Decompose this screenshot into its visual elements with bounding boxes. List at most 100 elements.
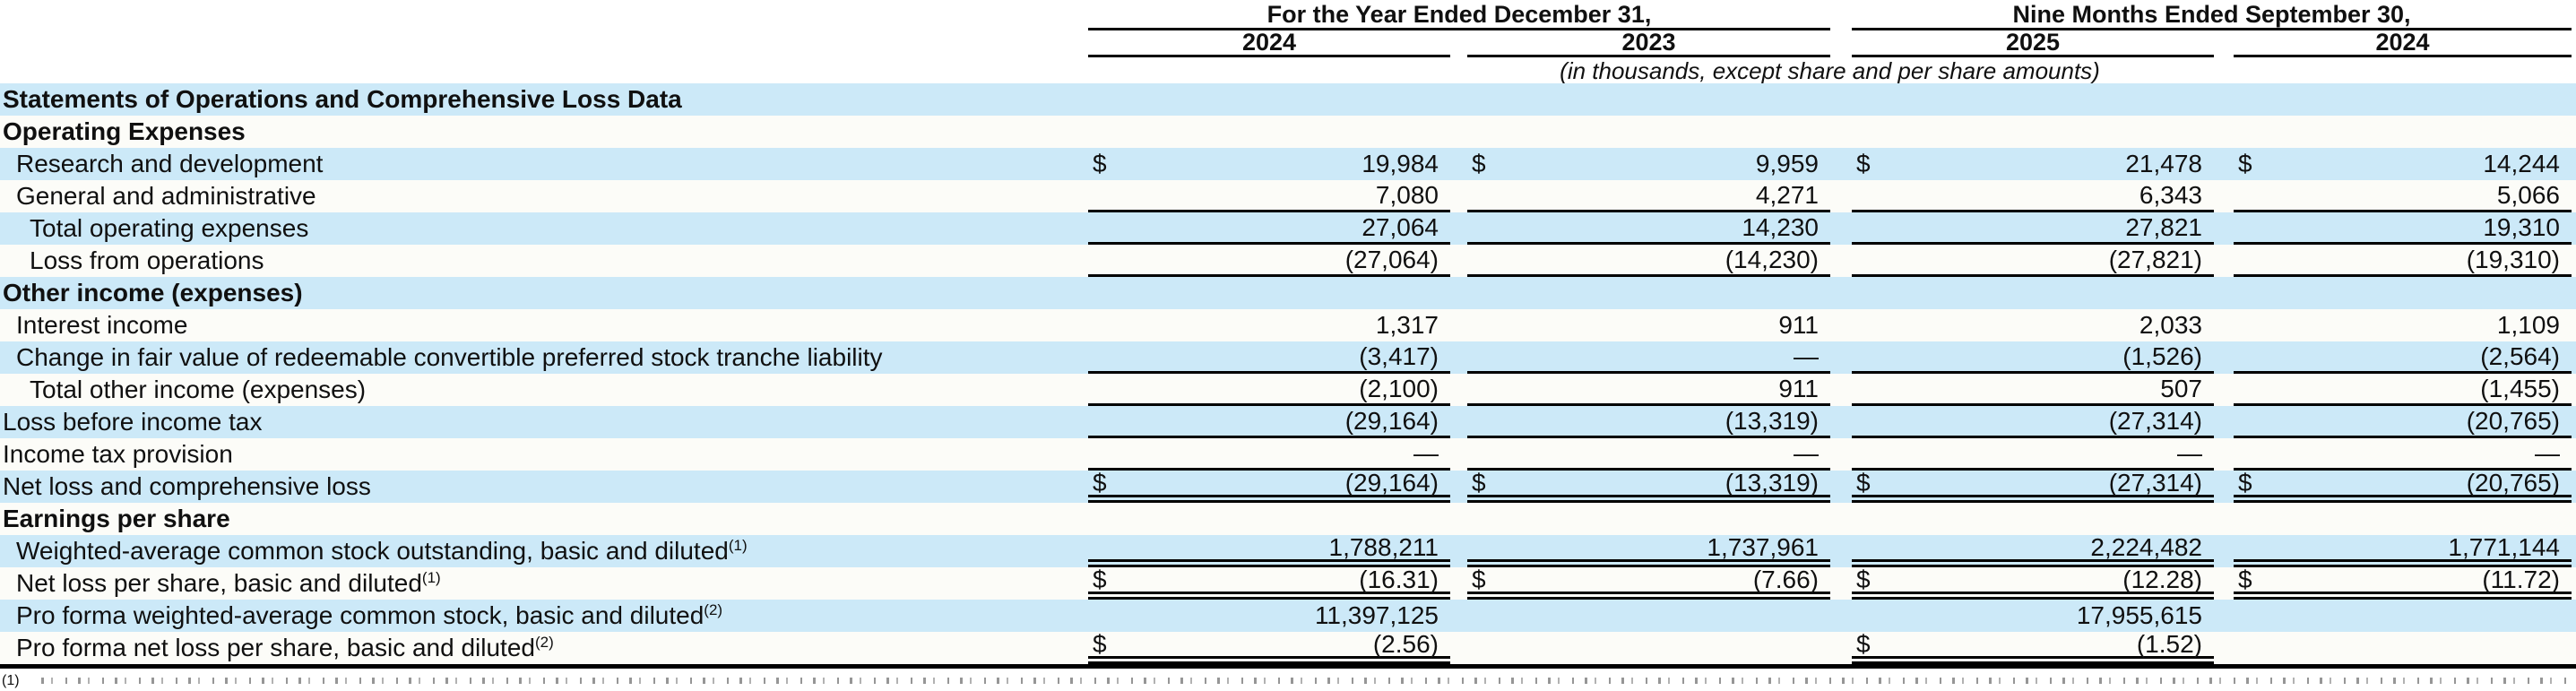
value: 6,343 bbox=[2139, 180, 2202, 209]
value: 1,109 bbox=[2496, 311, 2560, 339]
value: 14,230 bbox=[1742, 212, 1819, 241]
column-gap bbox=[1450, 309, 1467, 341]
column-gap bbox=[1450, 374, 1467, 406]
row-label: Change in fair value of redeemable conve… bbox=[16, 343, 883, 371]
table-row: Change in fair value of redeemable conve… bbox=[0, 341, 2576, 374]
currency-symbol: $ bbox=[1856, 565, 1871, 593]
column-gap bbox=[1830, 503, 1852, 535]
column-gap bbox=[2214, 277, 2234, 309]
value-cell: 14,230 bbox=[1467, 212, 1830, 245]
table-row: Net loss per share, basic and diluted(1)… bbox=[0, 565, 2576, 600]
value: (1,526) bbox=[2122, 341, 2202, 370]
value: — bbox=[1794, 438, 1819, 467]
value-cell: (19,310) bbox=[2234, 245, 2572, 277]
value-cell: (20,765) bbox=[2234, 406, 2572, 438]
year-column-header: 2023 bbox=[1467, 30, 1830, 57]
value: (12.28) bbox=[2122, 565, 2202, 593]
value: (27,314) bbox=[2108, 468, 2202, 497]
value: 1,788,211 bbox=[1328, 532, 1439, 561]
value: (13,319) bbox=[1725, 406, 1819, 435]
value: 507 bbox=[2160, 374, 2202, 402]
table-row: Loss from operations (27,064) (14,230) (27,… bbox=[0, 245, 2576, 277]
value: 2,224,482 bbox=[2090, 532, 2202, 561]
value: — bbox=[2535, 438, 2560, 467]
value-cell bbox=[1088, 83, 1450, 116]
footnote-marker: (1) bbox=[2, 673, 20, 688]
table-row: Earnings per share bbox=[0, 503, 2576, 535]
table-header: For the Year Ended December 31, Nine Mon… bbox=[0, 0, 2576, 83]
column-gap bbox=[1830, 180, 1852, 212]
value-cell bbox=[1088, 277, 1450, 309]
table-row: Interest income 1,317 911 2,033 1,109 bbox=[0, 309, 2576, 341]
column-gap bbox=[2214, 245, 2234, 277]
currency-symbol: $ bbox=[1856, 468, 1871, 497]
value-cell: (13,319) bbox=[1467, 406, 1830, 438]
value: 911 bbox=[1778, 374, 1819, 402]
value: 14,244 bbox=[2483, 150, 2560, 177]
value: (20,765) bbox=[2466, 468, 2560, 497]
column-gap bbox=[1830, 212, 1852, 245]
value: (13,319) bbox=[1725, 468, 1819, 497]
value: (19,310) bbox=[2466, 245, 2560, 273]
value-cell: — bbox=[1852, 438, 2214, 471]
value: 27,821 bbox=[2125, 212, 2202, 241]
column-gap bbox=[1450, 438, 1467, 471]
table-row: Operating Expenses bbox=[0, 116, 2576, 148]
column-gap bbox=[1830, 277, 1852, 309]
col-group-header-nine-months: Nine Months Ended September 30, bbox=[1852, 3, 2572, 30]
footnote-ref: (2) bbox=[704, 601, 723, 618]
column-gap bbox=[1830, 341, 1852, 374]
value-cell bbox=[1467, 600, 1830, 632]
value: (27,064) bbox=[1344, 245, 1439, 273]
column-gap bbox=[1830, 309, 1852, 341]
currency-symbol: $ bbox=[2238, 150, 2252, 177]
column-gap bbox=[1450, 567, 1467, 600]
value: — bbox=[1413, 438, 1439, 467]
year-column-header: 2025 bbox=[1852, 30, 2214, 57]
column-gap bbox=[2214, 341, 2234, 374]
currency-symbol: $ bbox=[1472, 150, 1486, 177]
table-row: Research and development $19,984 $9,959 $21… bbox=[0, 148, 2576, 180]
value-cell bbox=[1467, 503, 1830, 535]
value-cell bbox=[1467, 277, 1830, 309]
column-gap bbox=[1830, 567, 1852, 600]
value-cell: (27,821) bbox=[1852, 245, 2214, 277]
year-column-header: 2024 bbox=[1088, 30, 1450, 57]
currency-symbol: $ bbox=[2238, 468, 2252, 497]
col-group-header-year-ended: For the Year Ended December 31, bbox=[1088, 3, 1830, 30]
value-cell: 27,821 bbox=[1852, 212, 2214, 245]
value-cell bbox=[1088, 503, 1450, 535]
column-gap bbox=[2214, 503, 2234, 535]
currency-symbol: $ bbox=[1472, 468, 1486, 497]
row-label: Earnings per share bbox=[3, 505, 230, 532]
units-note: (in thousands, except share and per shar… bbox=[1560, 57, 2100, 84]
row-label: Net loss and comprehensive loss bbox=[3, 472, 371, 500]
row-label: Pro forma net loss per share, basic and … bbox=[16, 634, 554, 661]
value: 21,478 bbox=[2125, 150, 2202, 177]
value-cell bbox=[2234, 83, 2572, 116]
column-gap bbox=[1830, 438, 1852, 471]
value-cell bbox=[1467, 632, 1830, 664]
column-gap bbox=[1450, 341, 1467, 374]
row-label: Pro forma weighted-average common stock,… bbox=[16, 601, 723, 629]
value: (11.72) bbox=[2482, 565, 2560, 593]
currency-symbol: $ bbox=[1093, 150, 1107, 177]
value-cell: $19,984 bbox=[1088, 148, 1450, 180]
value-cell: 17,955,615 bbox=[1852, 600, 2214, 632]
value-cell bbox=[2234, 503, 2572, 535]
column-gap bbox=[1830, 116, 1852, 148]
value-cell bbox=[1852, 116, 2214, 148]
clipped-footnote-text bbox=[41, 678, 2567, 684]
bottom-rule bbox=[0, 664, 2576, 669]
value: — bbox=[2177, 438, 2202, 467]
table-row: Weighted-average common stock outstandin… bbox=[0, 532, 2576, 567]
column-gap bbox=[1450, 245, 1467, 277]
value-cell bbox=[1088, 116, 1450, 148]
value: 11,397,125 bbox=[1314, 601, 1439, 629]
value-cell: 5,066 bbox=[2234, 180, 2572, 212]
value-cell bbox=[1852, 503, 2214, 535]
column-gap bbox=[1450, 406, 1467, 438]
value-cell: (1,455) bbox=[2234, 374, 2572, 406]
column-gap bbox=[1830, 245, 1852, 277]
column-gap bbox=[2214, 535, 2234, 567]
